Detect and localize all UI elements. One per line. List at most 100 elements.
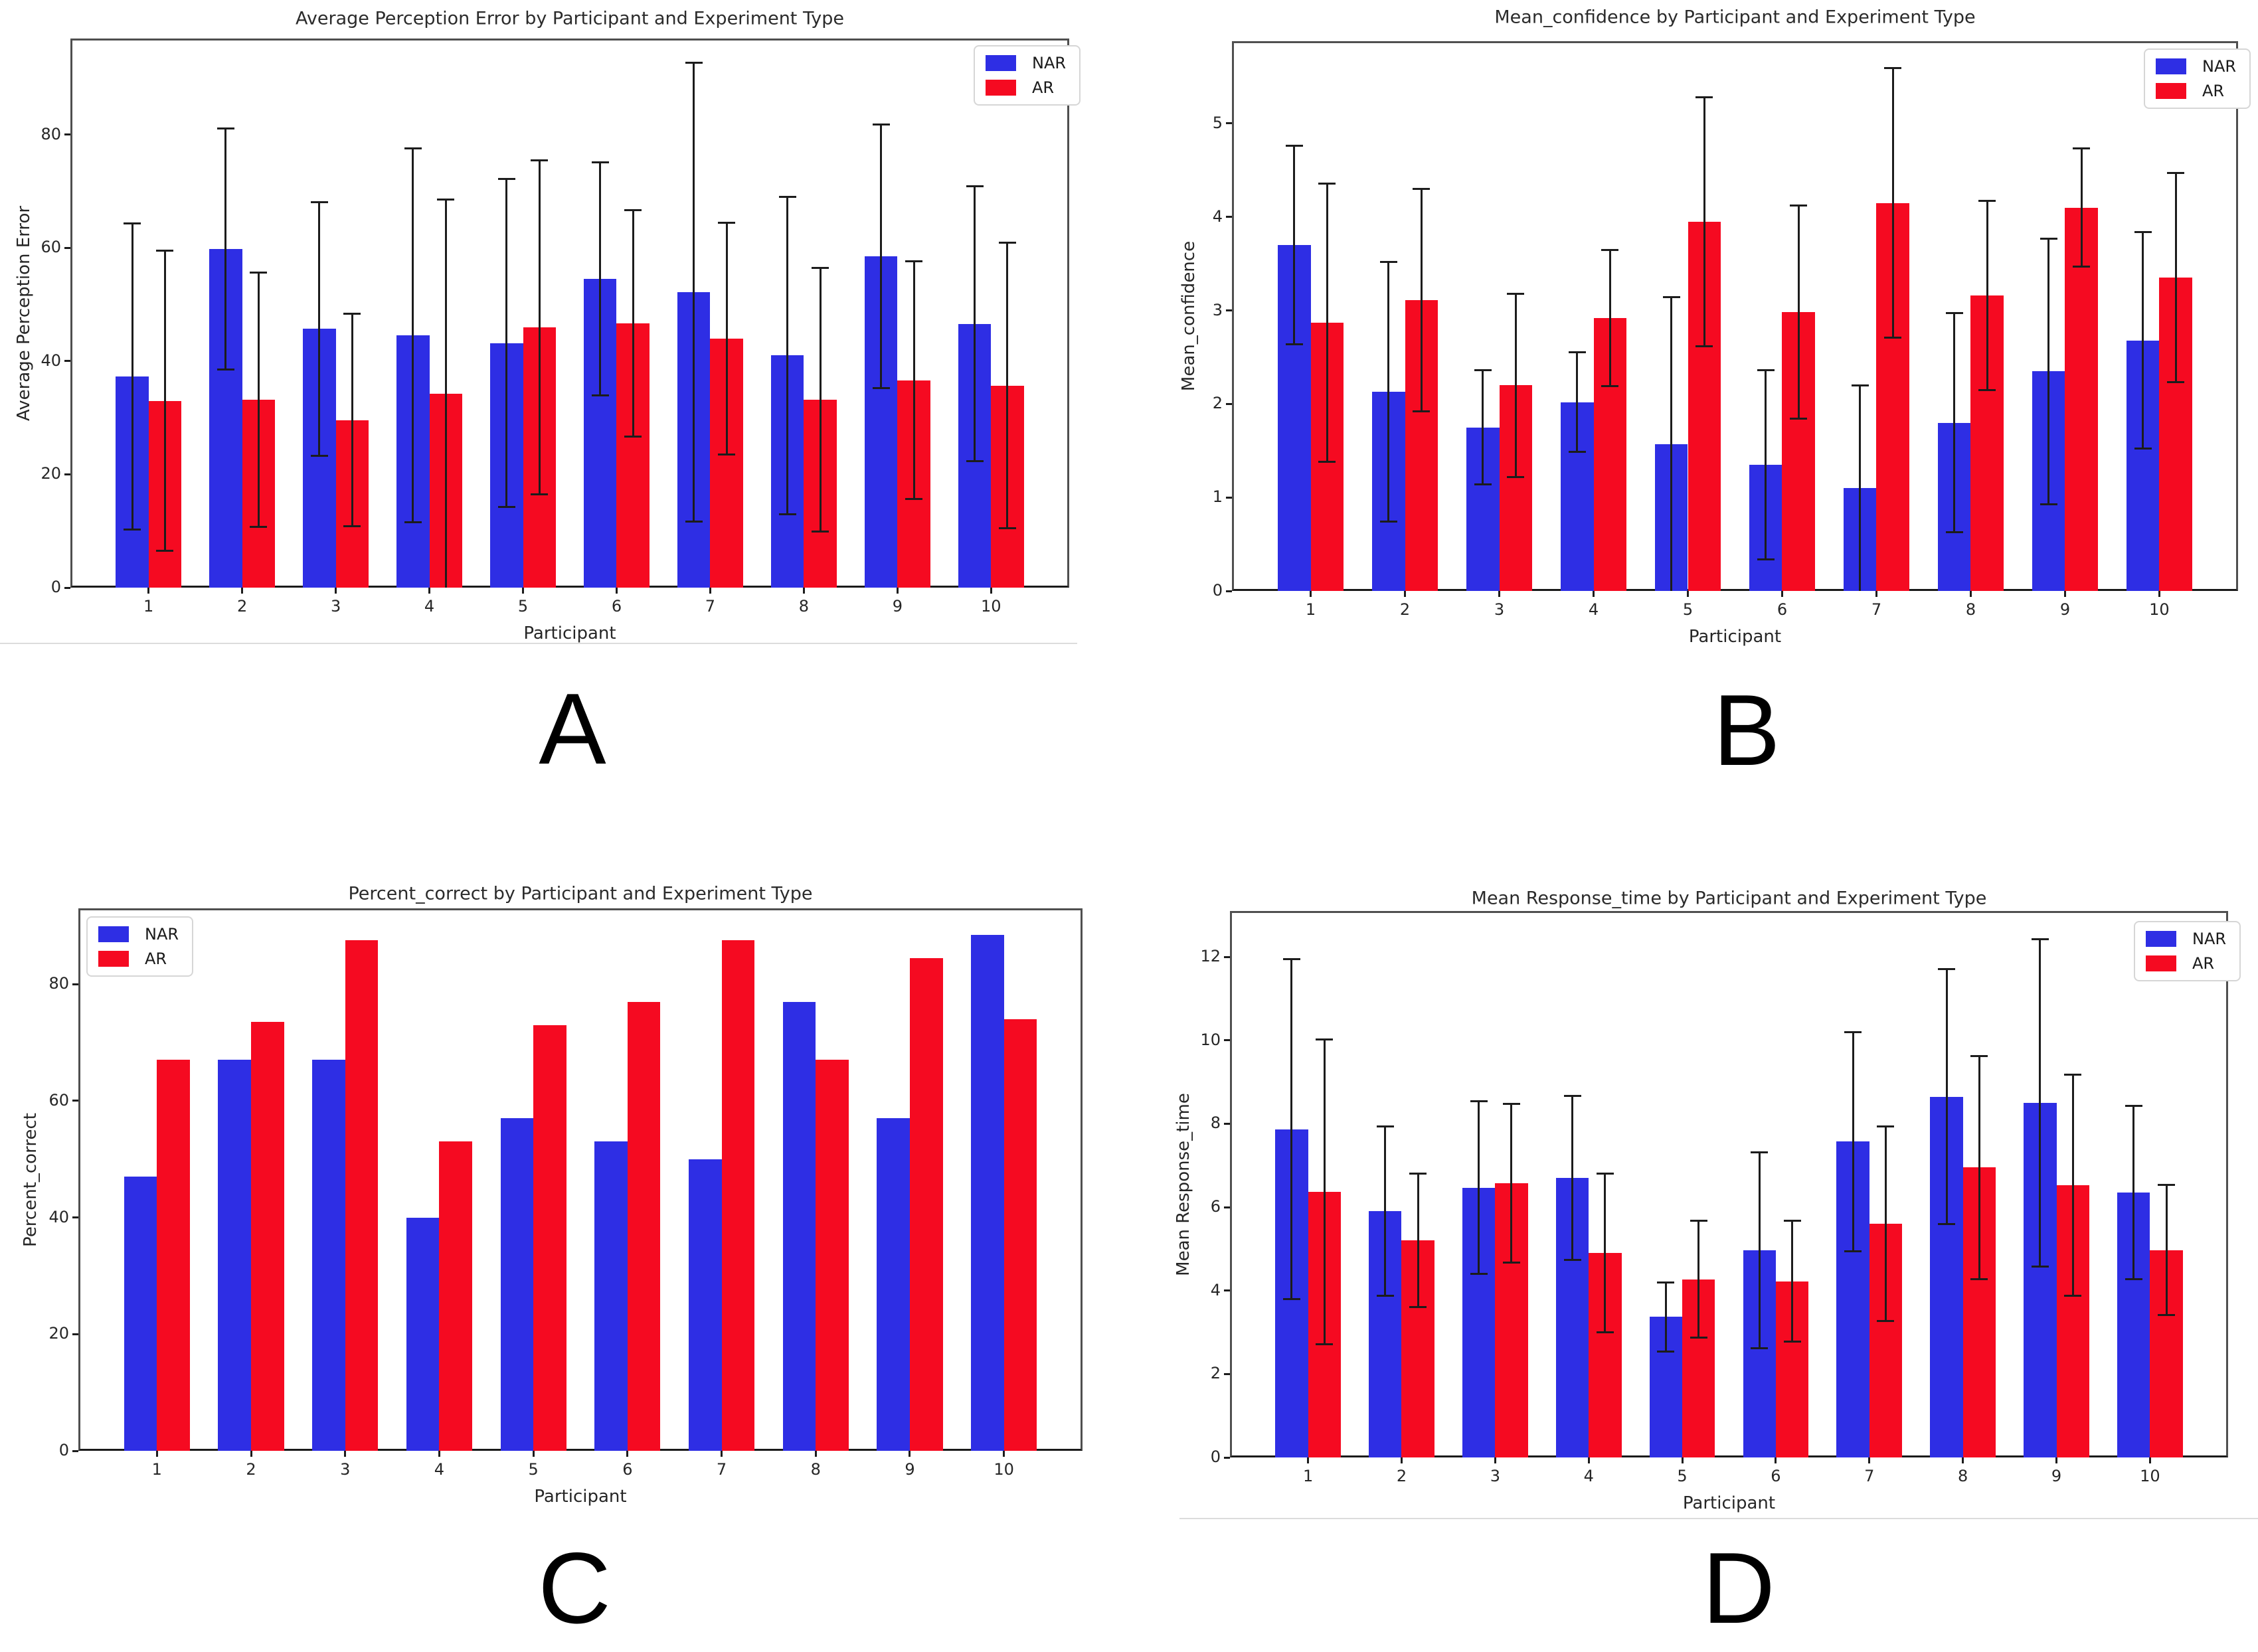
error-bar-cap-top-a xyxy=(250,271,268,274)
bar-nar-c xyxy=(406,1217,440,1451)
x-tick-d xyxy=(1962,1457,1964,1463)
bar-nar-c xyxy=(877,1118,910,1451)
error-bar-cap-bottom-b xyxy=(2167,381,2185,384)
error-bar-d xyxy=(1571,1096,1574,1260)
error-bar-cap-bottom-d xyxy=(1970,1278,1988,1281)
y-tick-d xyxy=(1224,955,1230,958)
error-bar-b xyxy=(1387,262,1390,522)
error-bar-cap-top-b xyxy=(2073,147,2091,150)
error-bar-cap-top-a xyxy=(156,250,174,252)
bar-ar-c xyxy=(909,957,943,1451)
x-tick-d xyxy=(1681,1457,1684,1463)
error-bar-cap-top-d xyxy=(2158,1184,2176,1187)
legend-row-ar: AR xyxy=(2146,955,2226,971)
y-tick-b xyxy=(1226,309,1232,312)
error-bar-a xyxy=(505,179,508,507)
x-tick-label-d: 6 xyxy=(1771,1467,1781,1485)
x-tick-label-c: 1 xyxy=(151,1460,162,1479)
y-tick-label-b: 1 xyxy=(1212,487,1223,507)
legend-row-ar: AR xyxy=(2156,83,2236,99)
x-tick-label-b: 7 xyxy=(1871,600,1882,619)
error-bar-cap-top-d xyxy=(1470,1100,1488,1102)
error-bar-d xyxy=(1604,1173,1607,1333)
y-axis-label-c: Percent_correct xyxy=(21,1112,41,1247)
error-bar-cap-bottom-b xyxy=(1568,450,1586,453)
error-bar-b xyxy=(1703,97,1705,347)
error-bar-a xyxy=(131,223,133,530)
error-bar-cap-bottom-a xyxy=(497,506,515,509)
error-bar-cap-top-a xyxy=(124,222,141,225)
error-bar-d xyxy=(1978,1056,1980,1280)
legend-row-nar: NAR xyxy=(2156,58,2236,74)
x-axis-label-a: Participant xyxy=(523,623,616,643)
error-bar-a xyxy=(538,160,541,495)
error-bar-cap-bottom-d xyxy=(1502,1262,1520,1264)
error-bar-d xyxy=(1697,1220,1700,1338)
error-bar-d xyxy=(1884,1126,1887,1321)
panel-label-a: A xyxy=(539,673,606,785)
x-tick-c xyxy=(909,1451,911,1457)
error-bar-cap-bottom-d xyxy=(1751,1347,1769,1349)
error-bar-cap-top-b xyxy=(2167,172,2185,175)
error-bar-cap-top-a xyxy=(437,198,455,201)
error-bar-cap-top-a xyxy=(404,147,422,149)
error-bar-cap-bottom-d xyxy=(1877,1320,1895,1323)
legend-swatch-ar xyxy=(2156,83,2186,99)
x-tick-label-a: 8 xyxy=(798,597,810,616)
y-tick-d xyxy=(1224,1039,1230,1042)
error-bar-cap-top-b xyxy=(1757,369,1775,372)
error-bar-cap-bottom-d xyxy=(2125,1278,2142,1281)
error-bar-cap-top-a xyxy=(310,201,328,203)
error-bar-cap-bottom-b xyxy=(1884,336,1902,339)
error-bar-a xyxy=(351,313,353,527)
error-bar-cap-bottom-a xyxy=(812,531,829,533)
error-bar-a xyxy=(257,272,260,527)
legend-label-ar: AR xyxy=(1032,78,1055,97)
error-bar-cap-top-a xyxy=(531,159,549,161)
x-tick-label-c: 9 xyxy=(905,1460,915,1479)
panel-label-c: C xyxy=(538,1532,611,1645)
y-tick-d xyxy=(1224,1289,1230,1292)
error-bar-cap-top-b xyxy=(2040,237,2057,240)
x-tick-b xyxy=(1498,591,1501,597)
error-bar-a xyxy=(444,199,447,588)
x-tick-c xyxy=(250,1451,252,1457)
error-bar-cap-bottom-a xyxy=(310,454,328,457)
error-bar-cap-bottom-b xyxy=(1285,343,1303,345)
x-tick-a xyxy=(802,588,805,594)
chart-title-b: Mean_confidence by Participant and Exper… xyxy=(1494,7,1976,28)
error-bar-cap-top-a xyxy=(778,196,796,199)
error-bar-cap-bottom-d xyxy=(1563,1259,1581,1262)
error-bar-cap-bottom-d xyxy=(1470,1273,1488,1276)
x-tick-label-a: 7 xyxy=(705,597,716,616)
x-tick-label-a: 1 xyxy=(143,597,154,616)
bar-ar-c xyxy=(721,940,755,1451)
error-bar-a xyxy=(1006,242,1009,529)
legend-label-ar: AR xyxy=(2202,82,2225,100)
legend-label-nar: NAR xyxy=(2202,57,2237,76)
bar-ar-c xyxy=(627,1001,661,1451)
error-bar-cap-top-d xyxy=(2064,1074,2082,1076)
x-axis-label-b: Participant xyxy=(1688,627,1782,647)
legend-b: NAR AR xyxy=(2144,48,2251,109)
error-bar-a xyxy=(725,222,728,455)
x-tick-label-d: 1 xyxy=(1302,1467,1314,1485)
legend-d: NAR AR xyxy=(2134,921,2241,981)
x-tick-label-d: 4 xyxy=(1583,1467,1594,1485)
error-bar-d xyxy=(1852,1032,1854,1251)
y-tick-label-b: 5 xyxy=(1212,113,1223,132)
panel-a-bottom-divider xyxy=(0,643,1077,644)
error-bar-cap-top-d xyxy=(1282,957,1300,960)
legend-swatch-ar xyxy=(98,951,129,967)
error-bar-cap-bottom-d xyxy=(1938,1222,1955,1225)
error-bar-cap-bottom-b xyxy=(1379,521,1397,523)
x-tick-label-b: 8 xyxy=(1965,600,1976,619)
x-tick-c xyxy=(155,1451,158,1457)
y-tick-b xyxy=(1226,216,1232,218)
error-bar-cap-top-d xyxy=(1316,1038,1334,1040)
error-bar-cap-bottom-b xyxy=(1601,385,1619,388)
legend-swatch-nar xyxy=(986,55,1016,71)
error-bar-cap-top-a xyxy=(718,221,736,224)
bar-ar-c xyxy=(1003,1019,1037,1451)
error-bar-cap-bottom-a xyxy=(404,521,422,523)
